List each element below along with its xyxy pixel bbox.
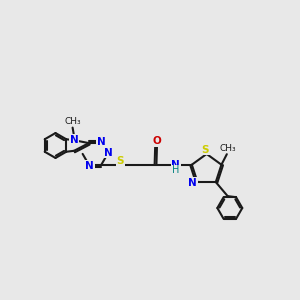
Text: CH₃: CH₃ [219, 144, 236, 153]
Text: H: H [172, 165, 179, 176]
Text: N: N [104, 148, 112, 158]
Text: N: N [171, 160, 180, 170]
Text: N: N [97, 137, 106, 147]
Text: CH₃: CH₃ [64, 117, 81, 126]
Text: N: N [188, 178, 197, 188]
Text: N: N [70, 135, 79, 145]
Text: O: O [153, 136, 161, 146]
Text: S: S [201, 145, 209, 155]
Text: S: S [117, 156, 124, 166]
Text: N: N [85, 161, 94, 171]
